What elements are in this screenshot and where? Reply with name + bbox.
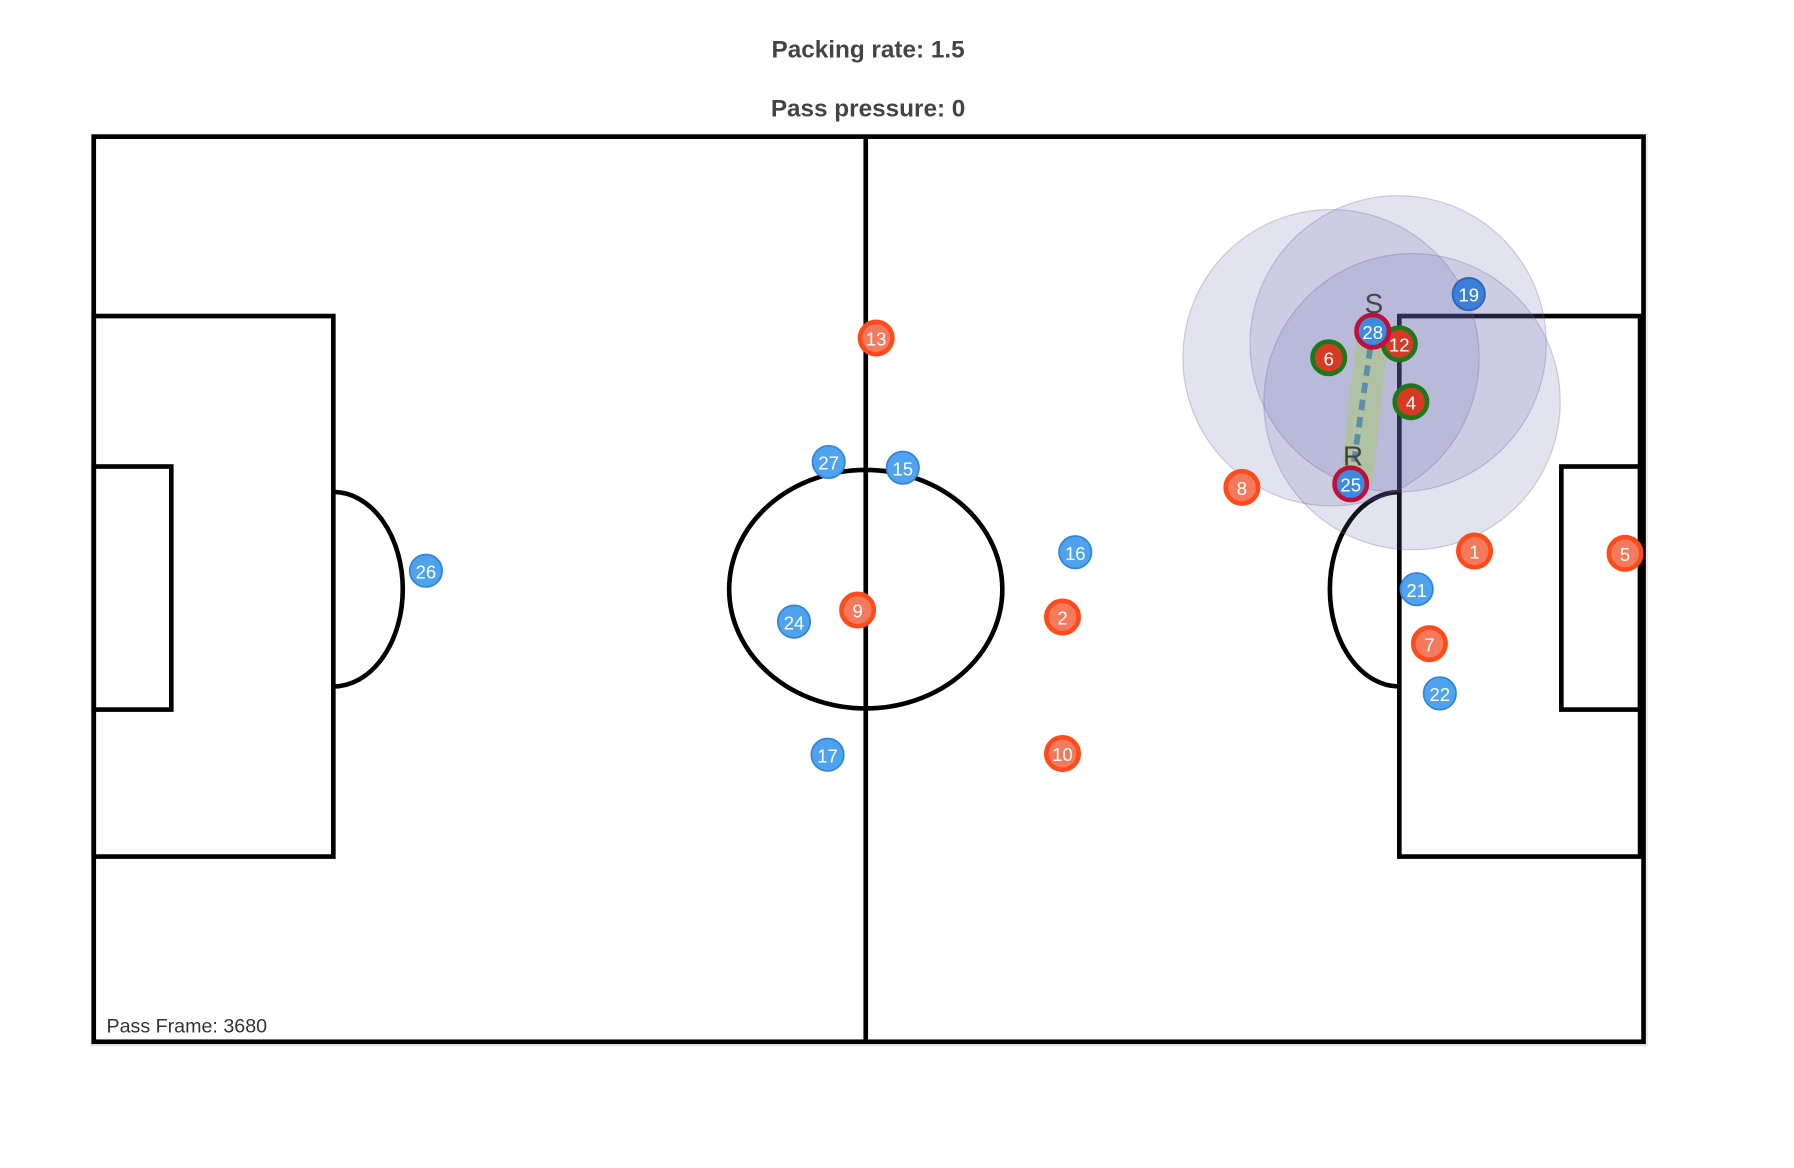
penalty-box — [91, 313, 336, 859]
pass-line — [1347, 330, 1376, 485]
penalty-arc — [333, 489, 406, 689]
player-number: 27 — [818, 453, 839, 474]
player-marker — [1310, 339, 1348, 377]
player-marker — [1354, 312, 1392, 350]
player-marker — [811, 444, 846, 479]
player-marker — [810, 737, 845, 772]
player-number: 8 — [1237, 478, 1247, 499]
player-number: 4 — [1406, 392, 1416, 413]
subtitle: Pass pressure: 0 — [771, 95, 966, 122]
title: Packing rate: 1.5 — [772, 36, 965, 63]
player-marker — [1422, 676, 1457, 711]
player-marker — [1606, 534, 1644, 572]
player-marker — [1456, 532, 1494, 570]
player-marker — [408, 553, 444, 588]
sender-label: S — [1365, 288, 1384, 319]
player-number: 25 — [1340, 475, 1361, 496]
player-marker — [1332, 465, 1370, 503]
player-number: 13 — [866, 329, 887, 350]
player-marker — [1392, 383, 1430, 421]
player-marker — [1399, 572, 1434, 607]
player-marker — [1058, 535, 1093, 570]
player-number: 10 — [1052, 744, 1073, 765]
player-number: 22 — [1430, 684, 1451, 705]
player-number: 9 — [852, 601, 862, 622]
player-number: 19 — [1458, 285, 1479, 306]
player-number: 21 — [1406, 580, 1427, 601]
player-number: 15 — [892, 458, 913, 479]
player-marker — [1410, 625, 1448, 663]
player-number: 12 — [1389, 334, 1410, 355]
player-number: 1 — [1469, 542, 1479, 563]
player-number: 6 — [1324, 348, 1334, 369]
six-yard-box — [91, 464, 174, 712]
player-marker — [1223, 468, 1261, 506]
player-number: 17 — [817, 745, 838, 766]
player-number: 24 — [784, 612, 805, 633]
player-marker — [1451, 276, 1486, 312]
six-yard-box — [1559, 464, 1643, 712]
player-marker — [857, 319, 895, 357]
player-number: 16 — [1065, 543, 1086, 564]
player-number: 26 — [416, 561, 437, 582]
player-marker — [776, 604, 812, 639]
player-number: 5 — [1620, 544, 1630, 565]
player-number: 7 — [1424, 634, 1434, 655]
penalty-arc — [1327, 489, 1400, 689]
center-circle — [726, 467, 1005, 711]
player-marker — [839, 591, 877, 629]
player-number: 28 — [1362, 322, 1383, 343]
player-number: 2 — [1057, 608, 1067, 629]
player-marker — [885, 450, 920, 485]
receiver-label: R — [1343, 441, 1363, 472]
player-marker — [1043, 598, 1082, 636]
frame-label: Pass Frame: 3680 — [106, 1016, 267, 1038]
pitch-lines — [90, 133, 1648, 1046]
player-marker — [1043, 735, 1082, 773]
